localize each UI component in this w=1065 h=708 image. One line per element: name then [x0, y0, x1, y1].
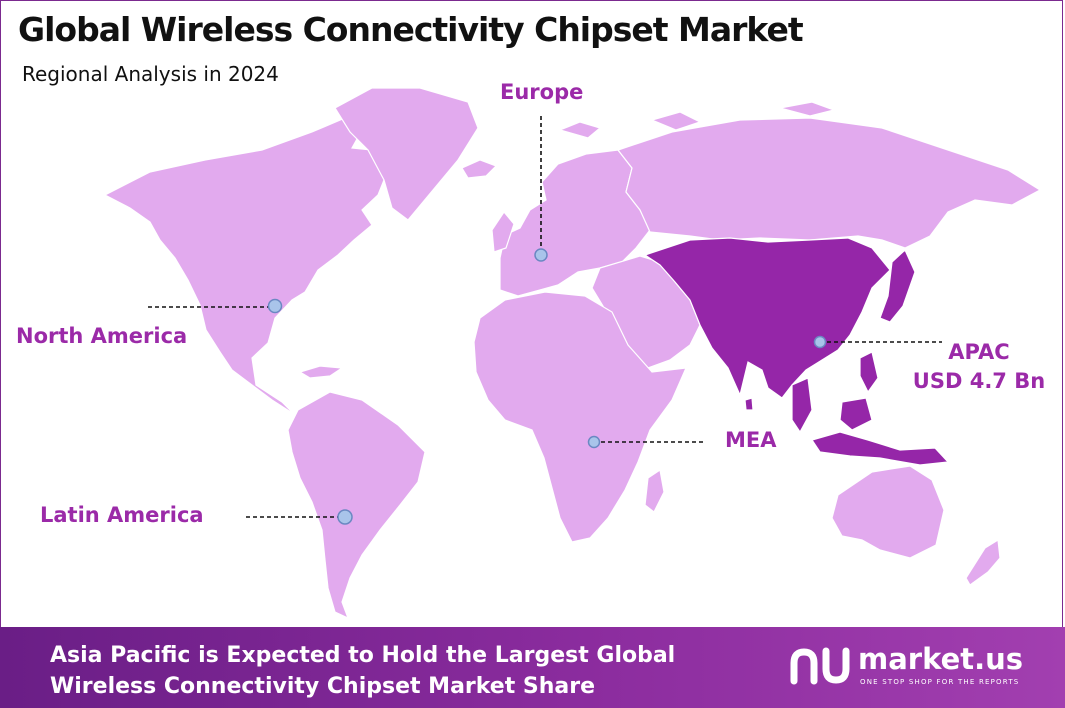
- uk-landmass: [491, 210, 515, 253]
- world-map: [103, 87, 1042, 620]
- footer-line-2: Wireless Connectivity Chipset Market Sha…: [50, 674, 596, 699]
- new-zealand-landmass: [965, 538, 1001, 586]
- borneo-island: [839, 397, 873, 431]
- caribbean-landmass: [298, 365, 344, 379]
- europe-marker: [534, 248, 548, 262]
- latin-america-label: Latin America: [40, 503, 204, 527]
- indochina-peninsula: [791, 377, 813, 434]
- iceland-landmass: [461, 159, 498, 179]
- north-america-label: North America: [16, 324, 188, 348]
- apac-marker: [813, 335, 827, 349]
- madagascar-landmass: [644, 468, 665, 513]
- market-us-logo-icon: [790, 647, 850, 685]
- page-title: Global Wireless Connectivity Chipset Mar…: [18, 10, 804, 49]
- africa-landmass: [473, 291, 687, 543]
- latin-america-marker: [337, 509, 353, 525]
- page-subtitle: Regional Analysis in 2024: [22, 62, 279, 86]
- japan-island: [879, 248, 916, 323]
- footer-line-1: Asia Pacific is Expected to Hold the Lar…: [50, 643, 676, 668]
- north-america-marker: [267, 298, 283, 314]
- footer-headline: Asia Pacific is Expected to Hold the Lar…: [50, 640, 675, 702]
- apac-value: USD 4.7 Bn: [912, 369, 1046, 393]
- footer-banner: Asia Pacific is Expected to Hold the Lar…: [0, 627, 1065, 708]
- australia-landmass: [831, 465, 945, 559]
- philippines-islands: [859, 351, 879, 394]
- north-america-landmass: [103, 117, 389, 429]
- arctic-islands-landmass: [558, 101, 837, 139]
- sri-lanka-island: [744, 397, 754, 411]
- apac-label: APAC: [948, 340, 1010, 364]
- mea-marker: [587, 435, 601, 449]
- greenland-landmass: [334, 87, 479, 221]
- south-america-landmass: [287, 391, 426, 620]
- indonesia-islands: [811, 431, 950, 466]
- apac-label-group: APAC USD 4.7 Bn: [912, 338, 1046, 396]
- brand-tagline: ONE STOP SHOP FOR THE REPORTS: [860, 678, 1020, 686]
- mea-label: MEA: [725, 428, 777, 452]
- brand-name: market.us: [858, 642, 1024, 676]
- europe-label: Europe: [500, 80, 584, 104]
- north-asia-landmass: [617, 117, 1042, 249]
- apac-mainland: [643, 237, 891, 399]
